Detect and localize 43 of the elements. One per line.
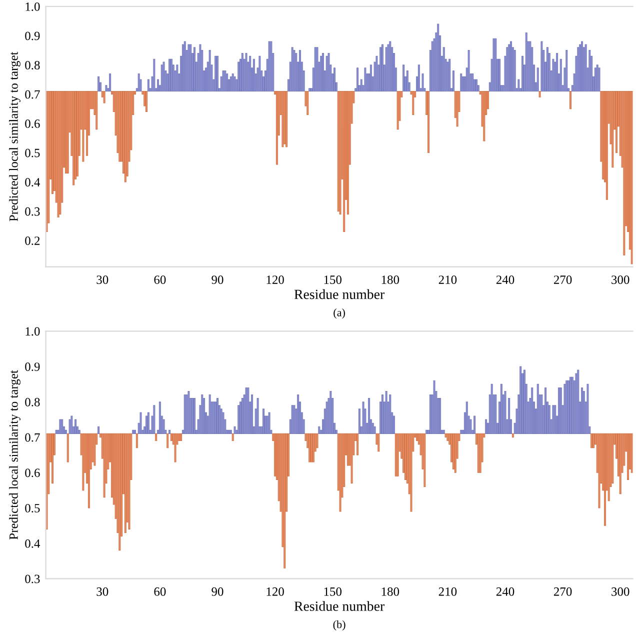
x-tick-label: 60 [154, 276, 166, 284]
x-axis-title: Residue number [294, 289, 385, 300]
x-tick-label: 270 [554, 587, 572, 596]
y-tick-label: 0.7 [25, 433, 40, 442]
x-tick-label: 300 [612, 587, 630, 596]
y-tick-label: 1.0 [26, 2, 40, 11]
text: (b) [333, 620, 346, 630]
x-tick-label: 210 [438, 587, 457, 596]
y-tick-label: 0.3 [25, 574, 40, 584]
x-tick-label: 150 [324, 587, 342, 596]
x-tick-label: 120 [266, 276, 284, 284]
x-tick-label: 120 [266, 587, 284, 596]
y-tick-label: 0.6 [25, 119, 40, 128]
y-tick-label: 0.5 [25, 504, 40, 512]
x-tick-label: 180 [382, 276, 400, 284]
text: (a) [334, 308, 345, 319]
y-tick-label: 0.9 [25, 32, 40, 40]
y-tick-label: 0.8 [25, 60, 40, 70]
y-tick-label: 0.9 [25, 362, 40, 372]
y-axis-title: Predicted local similarity to target [9, 52, 20, 222]
y-tick-label: 0.4 [25, 178, 40, 187]
x-tick-label: 300 [612, 276, 630, 284]
y-tick-label: 0.5 [25, 148, 40, 158]
y-tick-label: 1.0 [26, 327, 40, 336]
y-tick-label: 0.6 [25, 468, 40, 478]
x-tick-label: 240 [496, 276, 514, 284]
x-tick-label: 180 [382, 587, 400, 596]
x-tick-label: 30 [96, 276, 108, 284]
y-tick-label: 0.3 [25, 207, 40, 216]
x-tick-label: 90 [212, 587, 224, 596]
y-tick-label: 0.7 [25, 90, 40, 99]
x-tick-label: 90 [212, 276, 224, 284]
x-tick-label: 30 [96, 587, 108, 596]
x-axis-title: Residue number [294, 601, 385, 611]
x-tick-label: 60 [154, 587, 166, 596]
y-tick-label: 0.2 [25, 236, 40, 246]
x-tick-label: 150 [324, 276, 342, 284]
y-tick-label: 0.4 [25, 539, 40, 548]
x-tick-label: 240 [496, 587, 514, 596]
y-axis-title: Predicted local similarity to target [9, 370, 20, 540]
x-tick-label: 210 [438, 276, 457, 284]
y-tick-label: 0.8 [25, 398, 40, 406]
x-tick-label: 270 [554, 276, 572, 284]
